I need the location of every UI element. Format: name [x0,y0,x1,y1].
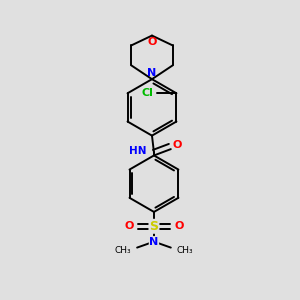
Text: O: O [174,221,184,231]
Text: Cl: Cl [142,88,154,98]
Text: N: N [149,237,159,247]
Text: O: O [147,37,157,46]
Text: CH₃: CH₃ [177,246,194,255]
Text: N: N [147,68,157,78]
Text: O: O [173,140,182,150]
Text: CH₃: CH₃ [115,246,131,255]
Text: HN: HN [128,146,146,157]
Text: O: O [124,221,134,231]
Text: S: S [149,220,158,233]
